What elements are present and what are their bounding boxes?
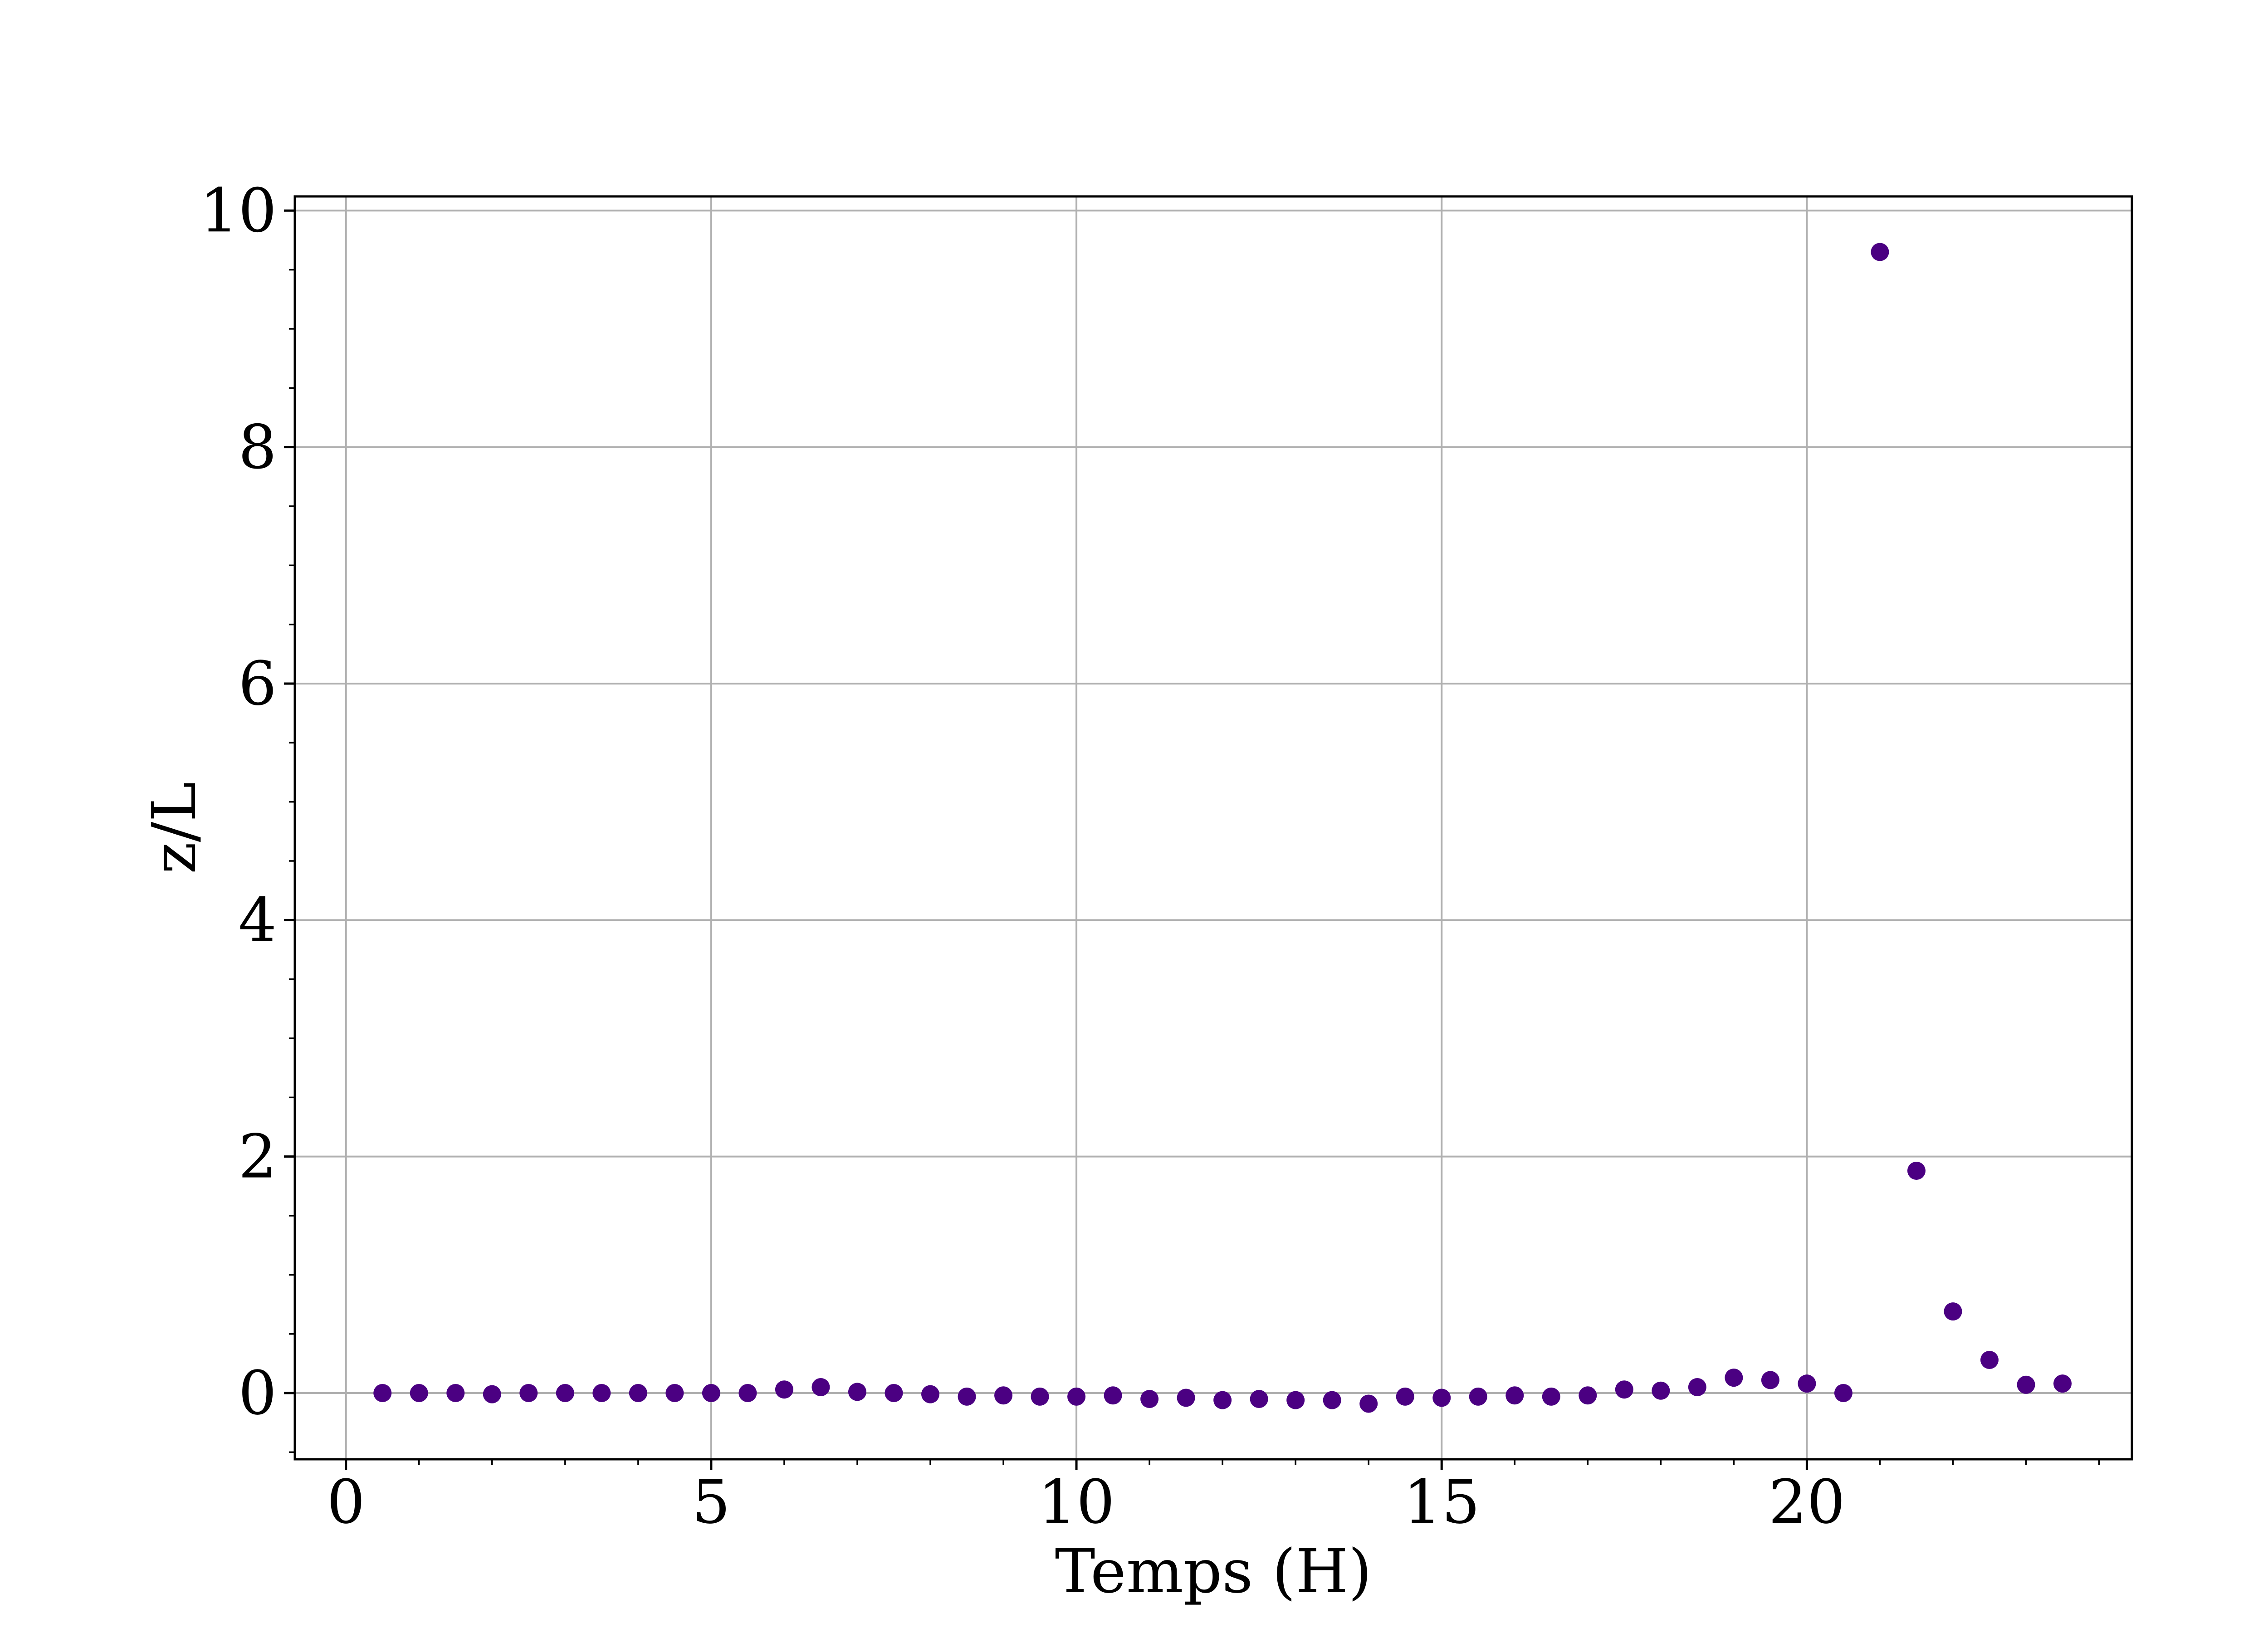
data-point <box>1798 1374 1816 1393</box>
data-point <box>1505 1386 1524 1405</box>
data-point <box>1688 1378 1706 1396</box>
data-point <box>1761 1371 1779 1389</box>
data-point <box>2053 1374 2072 1393</box>
data-point <box>592 1384 611 1403</box>
data-point <box>738 1384 757 1403</box>
data-point <box>1542 1387 1560 1406</box>
data-point <box>446 1384 465 1403</box>
data-point <box>410 1384 428 1403</box>
data-point <box>519 1384 538 1403</box>
data-point <box>1104 1386 1122 1405</box>
data-point <box>811 1378 830 1396</box>
data-point <box>1980 1351 1999 1369</box>
data-point <box>1067 1387 1086 1406</box>
data-point <box>1286 1391 1305 1409</box>
x-tick-label: 15 <box>1403 1467 1480 1537</box>
data-point <box>2017 1375 2035 1394</box>
data-point <box>373 1384 392 1403</box>
data-point <box>702 1384 720 1403</box>
data-point <box>1579 1386 1597 1405</box>
data-point <box>1396 1387 1414 1406</box>
data-point <box>1323 1391 1341 1409</box>
data-point <box>483 1385 501 1403</box>
data-point <box>775 1380 793 1399</box>
data-point <box>1834 1384 1853 1403</box>
data-point <box>629 1384 647 1403</box>
data-point <box>994 1386 1013 1405</box>
data-point <box>1615 1380 1633 1399</box>
data-point <box>556 1384 574 1403</box>
major-ticks <box>284 209 1808 1470</box>
x-tick-label: 0 <box>327 1467 365 1537</box>
data-point <box>1213 1391 1232 1409</box>
plot-frame <box>293 195 2133 1461</box>
y-tick-labels: 0 2 4 6 8 10 <box>200 176 277 1428</box>
x-tick-labels: 0 5 10 15 20 <box>327 1467 1845 1537</box>
y-tick-label: 0 <box>238 1359 277 1428</box>
data-point <box>1250 1390 1268 1408</box>
data-point <box>1140 1390 1159 1408</box>
data-point <box>958 1387 976 1406</box>
data-point <box>1469 1387 1487 1406</box>
data-point <box>665 1384 684 1403</box>
data-point <box>1652 1381 1670 1400</box>
y-tick-label: 10 <box>200 176 277 246</box>
x-axis-label: Temps (H) <box>1055 1537 1372 1607</box>
x-tick-label: 10 <box>1038 1467 1114 1537</box>
y-tick-label: 6 <box>238 649 277 719</box>
data-point <box>848 1383 866 1401</box>
data-point <box>1907 1161 1926 1180</box>
x-tick-label: 20 <box>1769 1467 1845 1537</box>
data-point <box>1871 243 1889 261</box>
y-axis-label: z/L <box>140 782 210 874</box>
data-point <box>1432 1389 1451 1407</box>
data-point <box>1725 1369 1743 1387</box>
y-tick-label: 2 <box>238 1122 277 1192</box>
data-point <box>921 1385 939 1403</box>
data-point <box>885 1384 903 1403</box>
data-point <box>1944 1302 1962 1321</box>
data-point <box>1031 1387 1049 1406</box>
data-point <box>1177 1389 1195 1407</box>
x-tick-label: 5 <box>692 1467 731 1537</box>
data-points <box>373 243 2072 1413</box>
data-point <box>1359 1394 1378 1413</box>
y-tick-label: 4 <box>238 885 277 955</box>
y-tick-label: 8 <box>238 413 277 483</box>
